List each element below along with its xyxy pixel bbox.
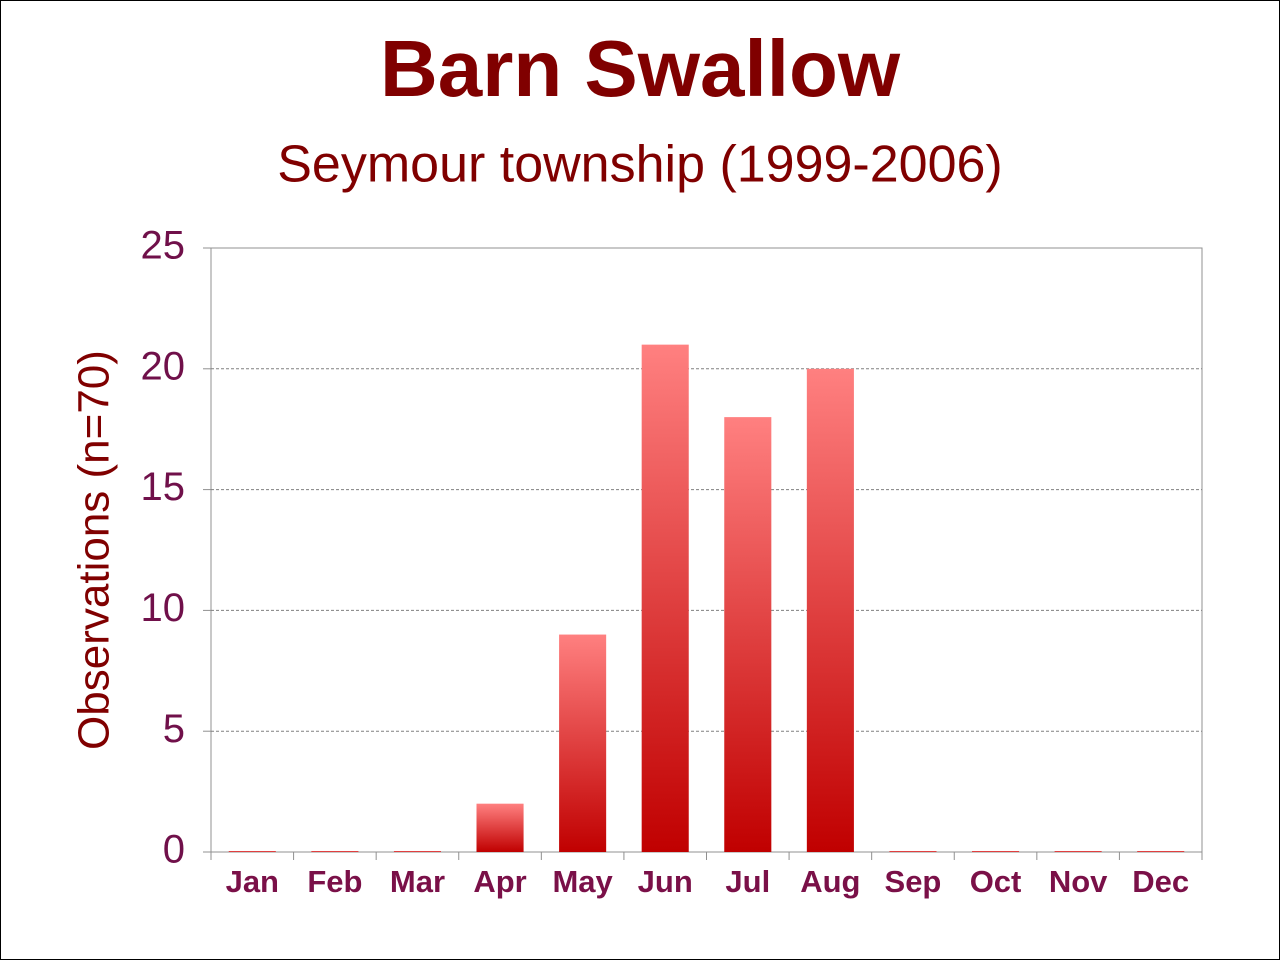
y-axis-label: Observations (n=70)	[70, 350, 119, 750]
bar	[228, 851, 276, 852]
bar	[559, 634, 607, 852]
y-tick-label: 25	[141, 224, 186, 268]
x-tick-label: May	[552, 864, 613, 899]
bar	[889, 851, 937, 852]
x-tick-label: Mar	[390, 864, 445, 899]
y-tick-label: 20	[141, 344, 186, 388]
x-tick-label: Aug	[800, 864, 860, 899]
bar	[806, 368, 854, 852]
bar	[972, 851, 1020, 852]
bar	[1137, 851, 1185, 852]
x-tick-label: Apr	[473, 864, 526, 899]
y-tick-label: 5	[163, 707, 185, 751]
x-tick-label: Sep	[885, 864, 942, 899]
y-tick-label: 0	[163, 828, 185, 872]
bar	[641, 344, 689, 852]
x-tick-label: Jan	[226, 864, 279, 899]
bar	[311, 851, 359, 852]
x-tick-label: Jul	[725, 864, 770, 899]
x-tick-label: Oct	[970, 864, 1022, 899]
bar	[476, 803, 524, 852]
bar	[393, 851, 441, 852]
chart-subtitle: Seymour township (1999-2006)	[277, 136, 1003, 194]
x-tick-label: Feb	[307, 864, 362, 899]
y-tick-label: 10	[141, 586, 186, 630]
bar	[724, 417, 772, 852]
x-tick-label: Nov	[1049, 864, 1108, 899]
bar	[1054, 851, 1102, 852]
chart-title: Barn Swallow	[380, 24, 901, 113]
y-tick-label: 15	[141, 465, 186, 509]
x-tick-label: Dec	[1132, 864, 1189, 899]
x-tick-label: Jun	[638, 864, 693, 899]
